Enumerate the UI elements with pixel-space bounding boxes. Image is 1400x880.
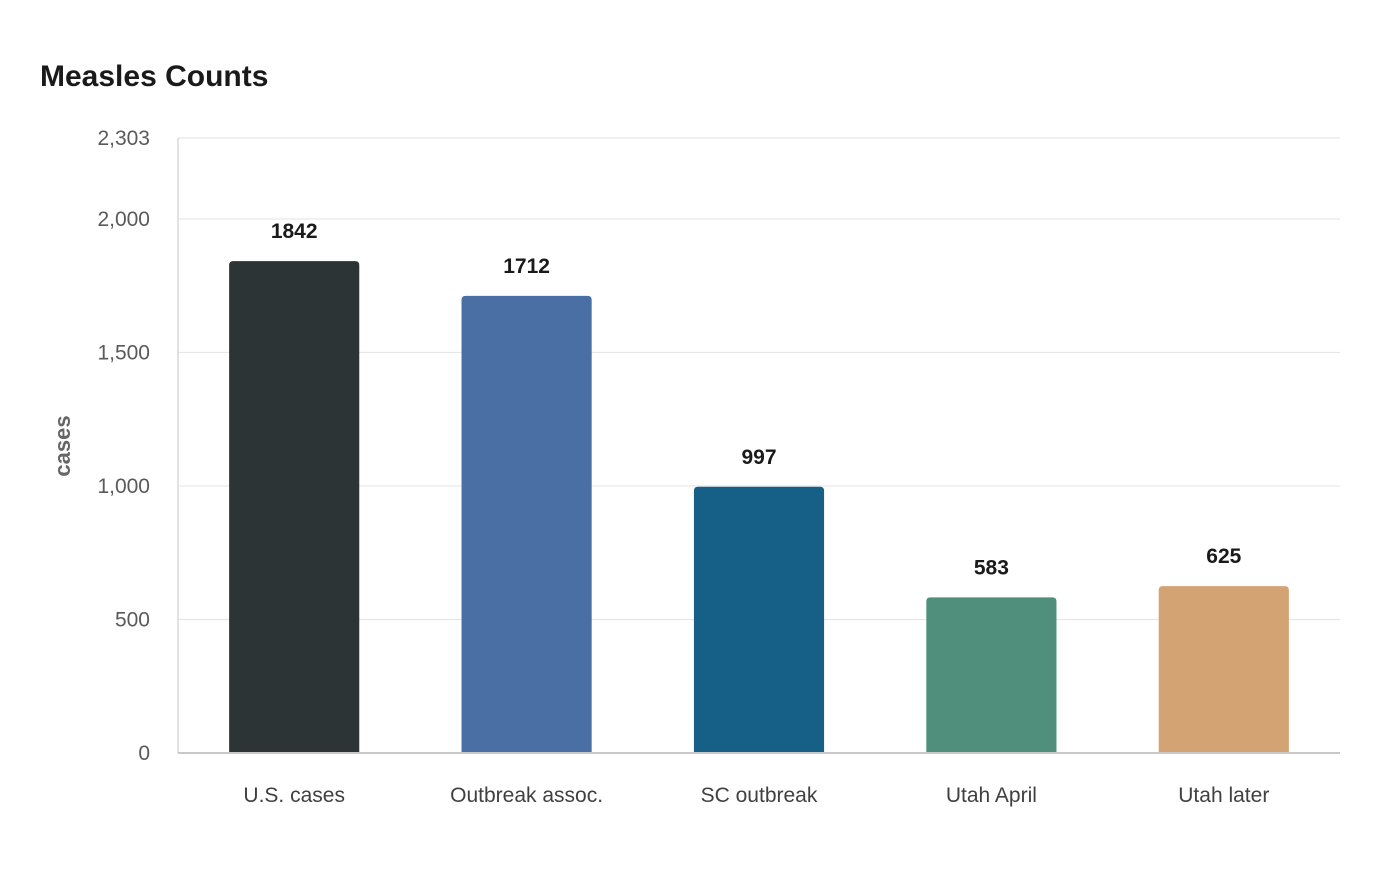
gridlines — [178, 137, 1340, 621]
bars — [229, 261, 1289, 753]
y-tick-label: 0 — [138, 742, 150, 765]
bar — [926, 597, 1057, 753]
bar — [1158, 586, 1289, 753]
x-tick-label: U.S. cases — [243, 784, 345, 807]
bar-value-label: 997 — [741, 446, 776, 469]
y-tick-label: 2,303 — [97, 127, 150, 150]
x-tick-label: Outbreak assoc. — [450, 784, 603, 807]
bar — [461, 295, 592, 753]
x-tick-label: Utah April — [946, 784, 1037, 807]
x-tick-label: SC outbreak — [701, 784, 818, 807]
y-tick-label: 1,000 — [97, 475, 150, 498]
x-tick-label: Utah later — [1178, 784, 1269, 807]
y-axis-title: cases — [50, 415, 75, 476]
bar — [693, 486, 825, 753]
bar — [229, 261, 360, 753]
chart-title: Measles Counts — [40, 60, 269, 93]
y-tick-label: 2,000 — [97, 208, 150, 231]
bar-value-label: 1712 — [503, 255, 550, 278]
bar-value-label: 625 — [1206, 545, 1241, 568]
y-tick-label: 1,500 — [97, 341, 150, 364]
bar-value-label: 1842 — [271, 220, 318, 243]
axes — [177, 138, 1340, 754]
bar-value-label: 583 — [974, 556, 1009, 579]
labels: 0 500 1,000 1,500 2,000 2,303 1842 U.S. cases 17… — [97, 127, 1269, 807]
y-tick-label: 500 — [115, 608, 150, 631]
